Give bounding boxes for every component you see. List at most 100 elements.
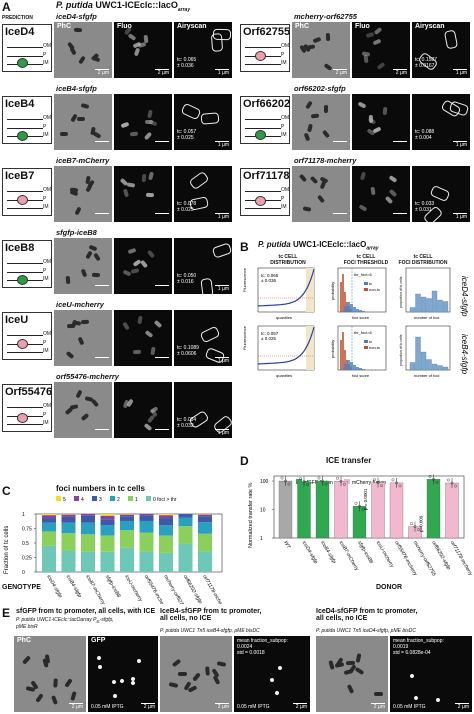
- foci-bar: [431, 290, 438, 313]
- protein-name: IceD4: [5, 26, 35, 38]
- svg-text:Fraction of tc cells: Fraction of tc cells: [4, 526, 10, 574]
- legend-swatch: [146, 496, 151, 501]
- stacked-segment: [198, 514, 212, 517]
- foci-bar: [431, 363, 438, 371]
- transfer-bar: [297, 481, 311, 539]
- svg-text:100: 100: [260, 479, 269, 485]
- genotype-label: orf71178-mcherry: [294, 156, 357, 165]
- phc-image: [54, 238, 112, 294]
- stacked-segment: [159, 525, 173, 536]
- transfer-bar: [389, 482, 404, 539]
- svg-text:foci score: foci score: [352, 315, 370, 320]
- protein-name: Orf66202: [243, 98, 291, 110]
- panel-b-title: P. putida UWC1-ICEclc::lacOarray: [258, 240, 379, 252]
- stacked-segment: [139, 514, 154, 516]
- stacked-segment: [42, 515, 56, 519]
- stacked-segment: [61, 514, 76, 517]
- legend-label: 2: [117, 497, 120, 503]
- panel-e2-strain: P. putida UWC1 Tn5 iceB4-sfgfp, pME bisD…: [160, 628, 260, 634]
- protein-name: IceU: [5, 314, 29, 326]
- fluo-image: [352, 166, 410, 222]
- protein-name: IceB4: [5, 98, 35, 110]
- svg-text:sfgfp-iceB8: sfgfp-iceB8: [104, 574, 122, 599]
- panel-d-title: ICE transfer: [326, 456, 372, 465]
- svg-text:Normalized transfer rate %: Normalized transfer rate %: [248, 482, 254, 548]
- prediction-box-iceb8: IceB8 OM P IM: [2, 240, 52, 288]
- protein-location-icon: [17, 413, 28, 423]
- protein-location-icon: [17, 275, 28, 285]
- prediction-box-orf66202: Orf66202 OM P IM: [240, 96, 290, 144]
- svg-text:quantiles: quantiles: [276, 315, 292, 320]
- panel-b-label: B: [240, 240, 249, 254]
- svg-text:iceU-mcherry: iceU-mcherry: [123, 574, 143, 603]
- foci-bar: [409, 307, 416, 313]
- svg-text:non-tc: non-tc: [369, 287, 380, 292]
- panel-b-col3-title: tc CELL FOCI DISTRIBUTION: [398, 254, 448, 266]
- svg-text:proportion of tc cells: proportion of tc cells: [399, 276, 403, 308]
- svg-text:0.5: 0.5: [22, 541, 29, 547]
- svg-text:10: 10: [260, 508, 266, 514]
- stacked-segment: [120, 514, 134, 517]
- stacked-segment: [100, 515, 115, 520]
- stacked-segment: [81, 515, 95, 523]
- phc-image: PhC 2 µm: [54, 22, 112, 78]
- svg-text:mCherry fusion: mCherry fusion: [352, 480, 386, 486]
- transfer-bar: [426, 479, 441, 539]
- protein-name: Orf55476: [5, 386, 53, 398]
- svg-text:iceB7-mCherry: iceB7-mCherry: [84, 574, 106, 604]
- stacked-segment: [42, 514, 56, 516]
- stacked-segment: [159, 552, 173, 572]
- airyscan-image: tc: 0.033 ± 0.031 1 µm: [412, 166, 470, 222]
- stacked-segment: [120, 516, 134, 521]
- stacked-segment: [198, 516, 212, 523]
- protein-location-icon: [17, 131, 28, 141]
- protein-location-icon: [255, 130, 266, 140]
- panel-b-col2-title: tc CELL FOCI THRESHOLD: [343, 254, 389, 266]
- panel-e1-phc-image: PhC 2 µm: [14, 636, 86, 712]
- legend-label: 1: [135, 497, 138, 503]
- fluo-image: [114, 310, 172, 366]
- legend-swatch: [92, 496, 97, 501]
- svg-text:foci score: foci score: [352, 373, 370, 378]
- legend-label: 4: [81, 497, 84, 503]
- transfer-bar: [315, 480, 330, 539]
- svg-text:probability: probability: [330, 340, 335, 358]
- protein-name: Orf62755: [243, 26, 291, 38]
- svg-text:iceB4-sfgfp: iceB4-sfgfp: [319, 540, 337, 565]
- genotype-label: iceB4-sfgfp: [56, 84, 97, 93]
- panel-c-title: foci numbers in tc cells: [56, 484, 145, 493]
- genotype-label: GENOTYPE: [2, 584, 41, 591]
- svg-text:tc: tc: [369, 281, 372, 286]
- svg-text:iceD4-sfgfp: iceD4-sfgfp: [45, 574, 63, 599]
- svg-text:thr_foci=6: thr_foci=6: [354, 272, 372, 277]
- foci-bar: [420, 351, 427, 371]
- stacked-segment: [42, 522, 56, 532]
- protein-location-icon: [17, 195, 28, 205]
- svg-text:iceD4-sfgfp: iceD4-sfgfp: [460, 276, 469, 317]
- genotype-label: iceB7-mCherry: [56, 156, 110, 165]
- panel-e2-title: IceB4-sfGFP from tc promoter, all cells, …: [160, 608, 262, 622]
- foci-bar: [442, 301, 449, 313]
- prediction-box-iceb4: IceB4 OM P IM: [2, 96, 52, 144]
- svg-text:tc: 0.065: tc: 0.065: [261, 273, 279, 278]
- phc-image: [54, 94, 112, 150]
- stacked-segment: [139, 551, 154, 572]
- transfer-bar: [278, 480, 293, 539]
- prediction-box-orf55476: Orf55476 OM P IM: [2, 384, 52, 432]
- panel-e2-gfp-image: mean fraction_subpop: 0.0024 std = 0.0018 …: [234, 636, 310, 712]
- stacked-segment: [61, 522, 76, 534]
- svg-text:tc: 0.057: tc: 0.057: [261, 331, 279, 336]
- airyscan-image: tc: 0.034 ± 0.032 1 µm: [174, 382, 232, 438]
- legend-swatch: [74, 496, 79, 501]
- stacked-segment: [139, 532, 154, 552]
- legend-swatch: [128, 496, 133, 501]
- stacked-segment: [120, 530, 134, 548]
- stacked-segment: [61, 514, 76, 515]
- transfer-bar: [371, 482, 385, 539]
- stacked-segment: [178, 543, 193, 572]
- foci-bar: [415, 336, 421, 371]
- protein-location-icon: [17, 339, 28, 349]
- panel-e2-phc-image: 2 µm: [160, 636, 232, 712]
- stacked-segment: [100, 514, 115, 516]
